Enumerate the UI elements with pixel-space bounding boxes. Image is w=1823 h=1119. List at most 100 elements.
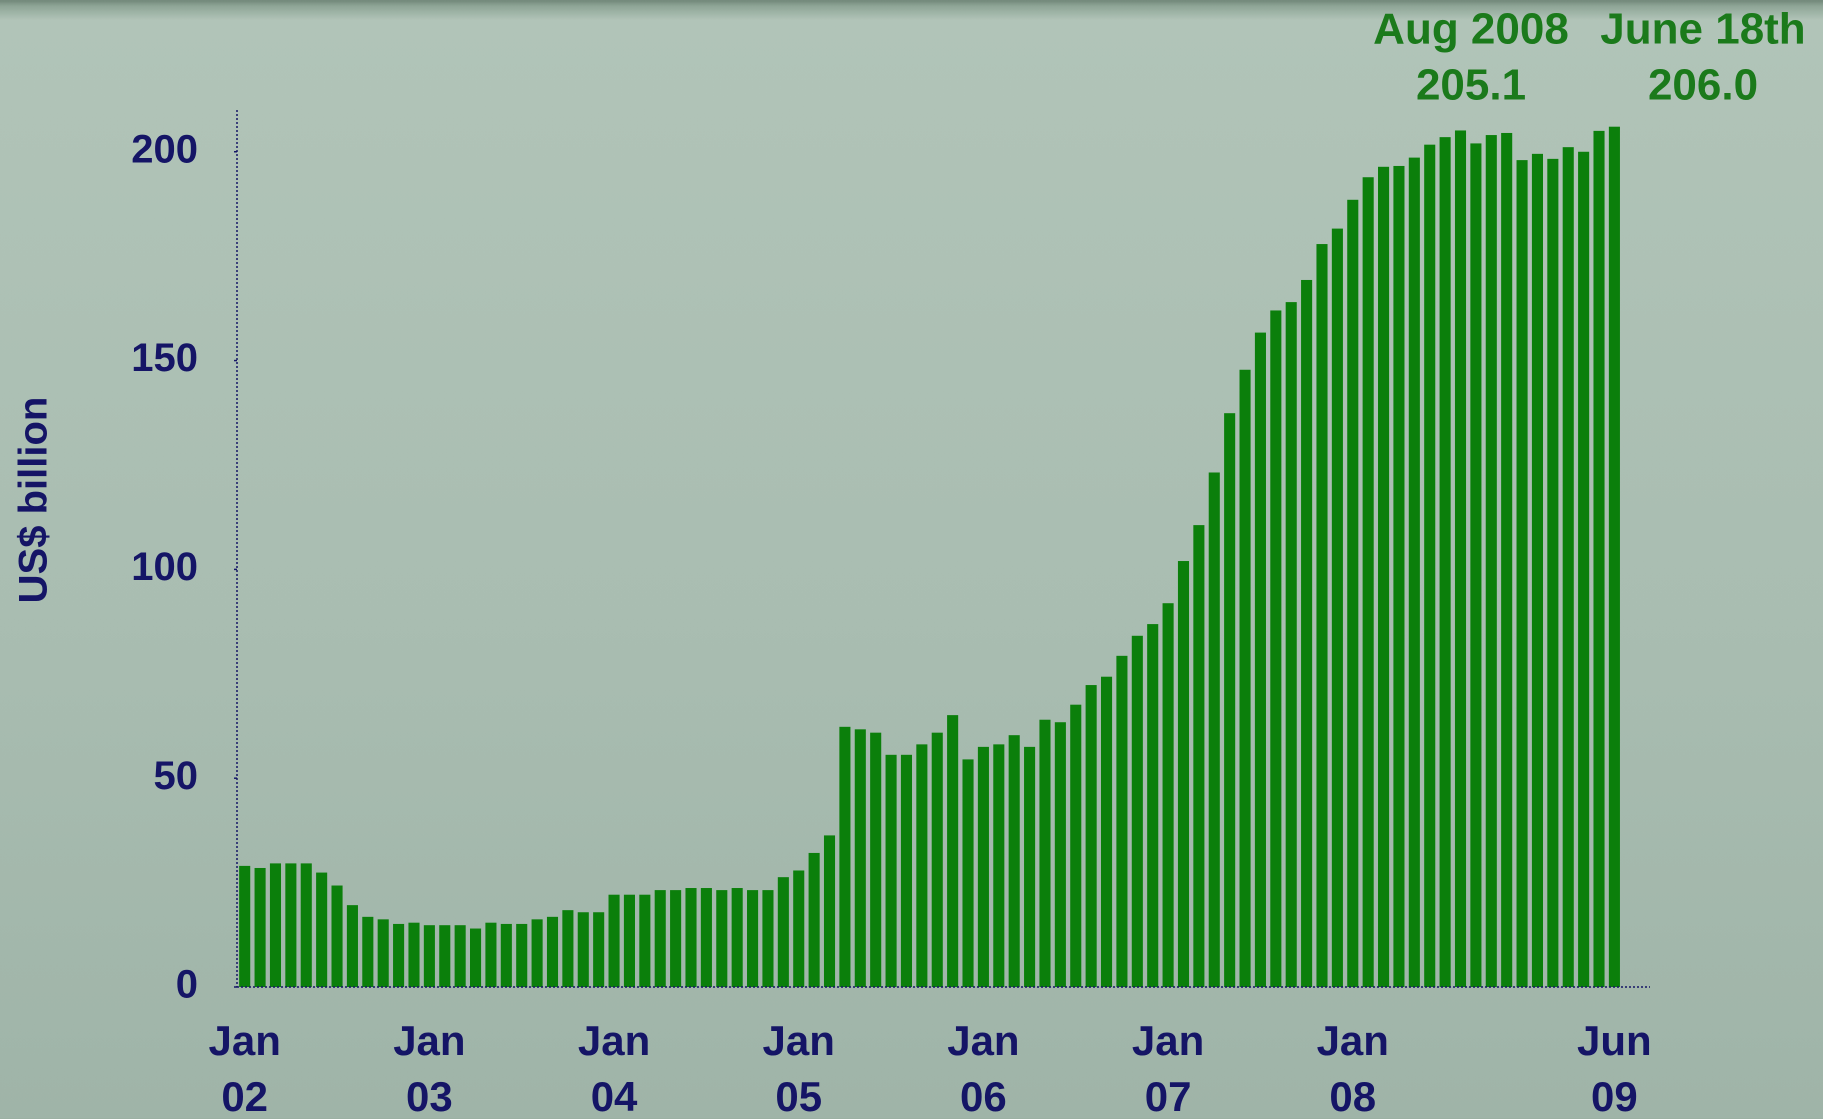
bar — [470, 928, 482, 987]
annotation-value: 206.0 — [1648, 61, 1758, 110]
bar — [870, 732, 882, 987]
bar — [316, 872, 328, 987]
bar — [1254, 332, 1266, 987]
bar — [993, 744, 1005, 987]
bar — [1424, 144, 1436, 988]
bar — [423, 925, 435, 987]
bar — [1562, 147, 1574, 987]
bar — [685, 888, 697, 987]
bar — [1470, 143, 1482, 987]
bar — [1039, 719, 1051, 987]
bar — [577, 912, 589, 987]
bar — [854, 729, 866, 987]
y-tick-label: 0 — [176, 963, 198, 1007]
bar — [1116, 655, 1128, 987]
bar — [1054, 722, 1066, 987]
x-tick-label: Jan 06 — [947, 1017, 1020, 1119]
bar — [1285, 302, 1297, 988]
y-tick-label: 100 — [131, 545, 198, 589]
bar — [562, 910, 574, 987]
bar — [1454, 130, 1467, 988]
bar — [1347, 199, 1359, 988]
bar — [1239, 369, 1251, 987]
bar — [654, 890, 666, 987]
bar — [516, 923, 528, 987]
bar — [793, 870, 805, 987]
bar — [1270, 310, 1282, 987]
bar — [808, 852, 820, 987]
y-tick-label: 150 — [131, 336, 198, 380]
bar — [1131, 635, 1143, 987]
bar — [1208, 472, 1220, 987]
bar — [1070, 704, 1082, 987]
bar — [1516, 160, 1528, 988]
bar — [670, 890, 682, 987]
bar — [1378, 166, 1390, 987]
bar — [1177, 561, 1190, 987]
bar — [1162, 603, 1174, 987]
bar — [546, 916, 559, 987]
bar — [1331, 228, 1343, 987]
bar — [239, 865, 251, 987]
bar — [377, 919, 389, 987]
bar — [1547, 158, 1559, 987]
bar — [947, 715, 959, 987]
bar — [731, 888, 743, 987]
x-tick-label: Jan 05 — [762, 1017, 835, 1119]
bar — [346, 905, 358, 987]
bar — [408, 922, 420, 987]
bar — [839, 726, 851, 987]
bar — [700, 888, 712, 987]
annotation-label: Aug 2008 — [1373, 5, 1569, 54]
x-tick-label: Jan 04 — [577, 1017, 651, 1119]
bar — [1485, 135, 1497, 988]
bar — [1008, 735, 1020, 987]
bar — [1393, 165, 1405, 988]
bar — [500, 923, 512, 987]
y-axis-label: US$ billion — [12, 397, 56, 604]
bar — [1593, 130, 1605, 987]
bar — [900, 754, 913, 987]
bar — [593, 912, 605, 987]
bar — [531, 919, 543, 987]
bar — [1501, 132, 1513, 987]
x-tick-label: Jan 08 — [1316, 1017, 1389, 1119]
bar — [1316, 244, 1328, 987]
bar — [1147, 624, 1159, 987]
bar — [608, 894, 620, 987]
x-tick-label: Jan 07 — [1131, 1017, 1205, 1119]
bar — [716, 890, 728, 987]
bar — [1439, 137, 1451, 987]
y-tick-label: 50 — [154, 754, 199, 798]
bar — [331, 885, 343, 987]
bar — [1362, 177, 1374, 987]
y-tick-label: 200 — [131, 127, 198, 171]
bar — [623, 894, 635, 987]
bar — [1085, 685, 1097, 987]
bar — [885, 754, 897, 987]
bar — [439, 925, 451, 987]
bar — [1301, 279, 1313, 987]
bar — [639, 894, 651, 987]
bar — [977, 746, 989, 987]
bar — [1578, 151, 1590, 987]
bar — [269, 863, 282, 987]
bar — [931, 732, 943, 987]
bar — [1024, 746, 1036, 987]
bar — [747, 890, 759, 987]
bar — [454, 925, 466, 987]
bar — [1100, 676, 1113, 987]
bar — [1608, 126, 1620, 987]
bar — [285, 863, 297, 987]
x-tick-label: Jan 02 — [208, 1017, 281, 1119]
bar — [962, 759, 974, 987]
annotation-label: June 18th — [1600, 5, 1805, 54]
bar — [485, 922, 497, 987]
bar — [762, 890, 774, 987]
bar — [1531, 153, 1543, 988]
annotation-value: 205.1 — [1416, 61, 1526, 110]
bar — [1224, 413, 1236, 988]
bar — [393, 923, 405, 987]
